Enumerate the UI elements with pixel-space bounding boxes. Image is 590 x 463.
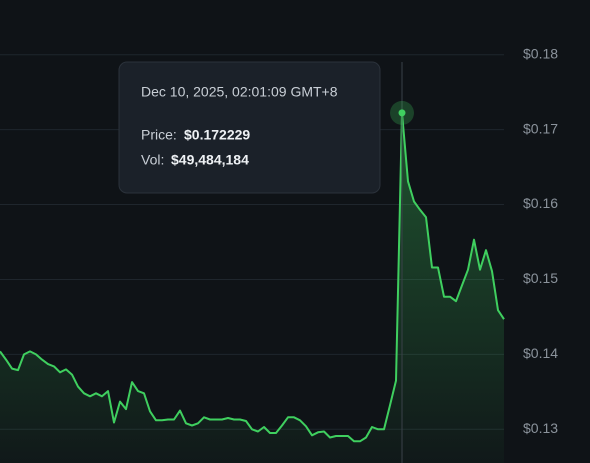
price-line	[0, 111, 505, 443]
y-tick-label: $0.14	[523, 345, 558, 361]
y-tick-label: $0.18	[523, 45, 558, 61]
y-tick-label: $0.15	[523, 270, 558, 286]
tooltip-price: $0.172229	[184, 127, 250, 143]
y-tick-label: $0.16	[523, 195, 558, 211]
tooltip-price-label: Price:	[141, 127, 177, 143]
y-tick-label: $0.17	[523, 120, 558, 136]
tooltip-date: Dec 10, 2025, 02:01:09 GMT+8	[141, 84, 338, 100]
tooltip-box	[118, 61, 381, 194]
tooltip-vol-label: Vol:	[141, 152, 164, 168]
hover-point	[398, 109, 406, 117]
tooltip: Dec 10, 2025, 02:01:09 GMT+8 Price: $0.1…	[118, 61, 381, 194]
y-tick-label: $0.13	[523, 420, 558, 436]
area	[0, 112, 504, 463]
tooltip-vol: $49,484,184	[171, 152, 249, 168]
